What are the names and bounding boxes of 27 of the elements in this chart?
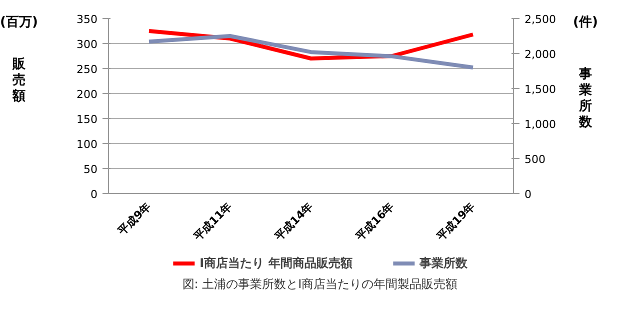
- y2-tick-label: 500: [524, 153, 546, 166]
- y-axis-title: 販売額: [11, 56, 26, 106]
- y2-axis-title: 事業所数: [578, 66, 593, 132]
- y2-tick-label: 2,500: [524, 13, 556, 26]
- y-tick-label: 350: [76, 13, 98, 26]
- y2-tick-label: 1,000: [524, 118, 556, 131]
- y2-tick-label: 0: [524, 188, 532, 201]
- x-tick-label: 平成19年: [434, 200, 478, 244]
- x-tick-label: 平成14年: [272, 200, 316, 244]
- y-tick-label: 0: [90, 188, 98, 201]
- y-tick-label: 50: [84, 163, 98, 176]
- legend-label: I商店当たり 年間商品販売額: [200, 254, 352, 272]
- text: (件): [573, 14, 598, 32]
- text: (百万): [0, 14, 38, 32]
- y-tick-label: 200: [76, 88, 98, 101]
- legend-label: 事業所数: [419, 254, 468, 272]
- y-tick-label: 100: [76, 138, 98, 151]
- x-tick-label: 平成9年: [114, 200, 154, 239]
- y2-tick-label: 1,500: [524, 83, 556, 96]
- y-tick-label: 150: [76, 113, 98, 126]
- x-tick-label: 平成16年: [352, 200, 397, 244]
- line-series: [147, 34, 475, 70]
- y-tick-label: 300: [76, 38, 98, 51]
- x-tick-label: 平成11年: [190, 200, 235, 244]
- text: 図: 土浦の事業所数とI商店当たりの年間製品販売額: [182, 276, 458, 293]
- y-tick-label: 250: [76, 63, 98, 76]
- y2-tick-label: 2,000: [524, 48, 556, 61]
